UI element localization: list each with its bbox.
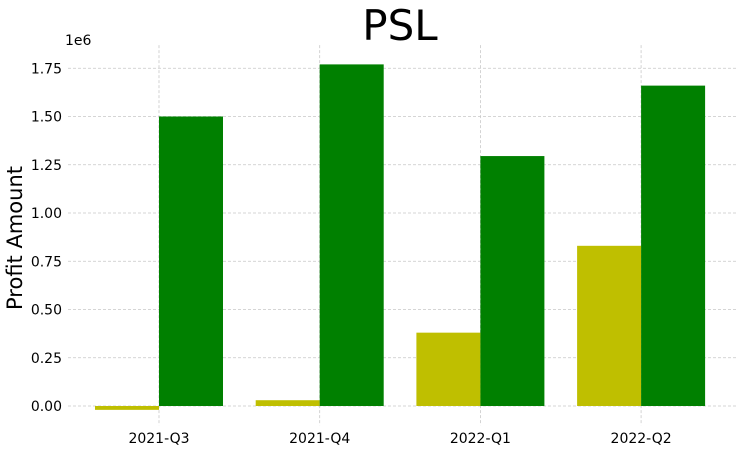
bar: [641, 85, 706, 407]
y-tick-label: 0.75: [31, 254, 62, 270]
bar: [480, 156, 545, 406]
x-tick-label: 2021-Q3: [128, 431, 189, 447]
y-tick-label: 0.00: [31, 399, 62, 415]
y-tick-label: 1.00: [31, 206, 62, 222]
x-tick-label: 2021-Q4: [289, 431, 350, 447]
bar: [319, 64, 384, 406]
bar: [577, 245, 642, 406]
y-offset-label: 1e6: [65, 33, 92, 49]
y-tick-label: 1.25: [31, 158, 62, 174]
bars: [95, 64, 706, 410]
x-tick-label: 2022-Q2: [611, 431, 672, 447]
y-tick-label: 0.50: [31, 303, 62, 319]
chart-title: PSL: [362, 1, 438, 50]
bar: [255, 400, 320, 406]
bar: [95, 406, 159, 410]
bar: [159, 116, 223, 406]
y-axis-label: Profit Amount: [3, 166, 27, 310]
x-tick-label: 2022-Q1: [450, 431, 511, 447]
y-tick-label: 1.75: [31, 61, 62, 77]
bar: [416, 332, 481, 406]
y-tick-label: 0.25: [31, 351, 62, 367]
y-tick-label: 1.50: [31, 110, 62, 126]
tick-labels: 0.00 0.25 0.50 0.75 1.00 1.25 1.50 1.75 2021-Q3 2…: [31, 61, 672, 447]
